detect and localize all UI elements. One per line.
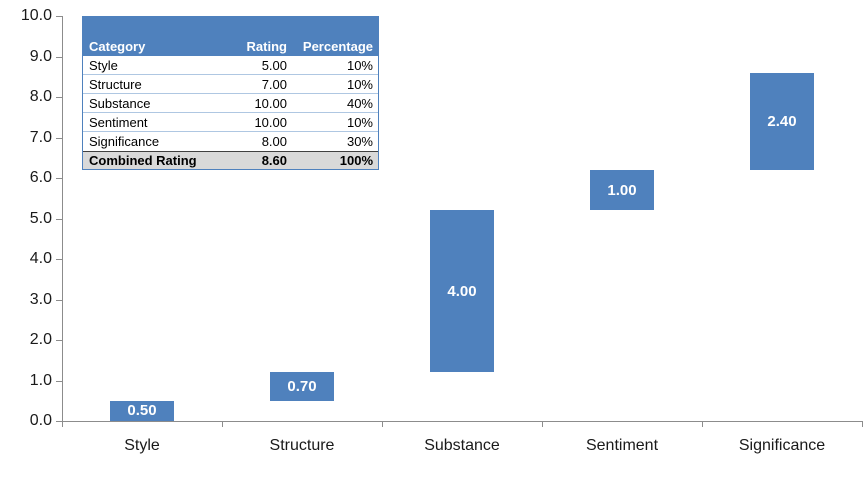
table-header-row-cell: Category <box>89 39 146 54</box>
y-tick-label: 10.0 <box>20 7 52 24</box>
category-label-sentiment: Sentiment <box>585 437 659 454</box>
y-tick-label: 4.0 <box>29 250 52 267</box>
table-row: Sentiment 10.00 10% <box>83 113 378 132</box>
x-tick-mark <box>702 422 703 427</box>
bar-significance: 2.40 <box>750 72 814 170</box>
y-tick-label: 3.0 <box>29 290 52 308</box>
category-label-style: Style <box>124 437 160 454</box>
x-axis-line <box>62 421 863 422</box>
y-tick-mark <box>56 259 62 260</box>
y-tick-label: 5.0 <box>29 209 52 227</box>
y-tick-mark <box>56 16 62 17</box>
table-row-cell: 10.00 <box>254 114 287 130</box>
y-tick-mark <box>56 340 62 341</box>
x-tick-mark <box>862 422 863 427</box>
table-row-cell: 10% <box>346 114 373 130</box>
table-row: Style 5.00 10% <box>83 56 378 75</box>
table-footer-row-cell: 8.60 <box>261 153 287 168</box>
y-tick-label: 1.0 <box>29 371 52 389</box>
table-row-cell: 5.00 <box>261 57 287 73</box>
y-tick-mark <box>56 178 62 179</box>
category-label-substance: Substance <box>424 437 500 454</box>
table-row-cell: Structure <box>89 76 142 92</box>
x-tick-mark <box>62 422 63 427</box>
bar-substance: 4.00 <box>430 210 494 373</box>
y-tick-label: 6.0 <box>29 169 52 186</box>
category-label-significance: Significance <box>738 437 826 454</box>
table-footer-row-cell: Combined Rating <box>89 153 197 168</box>
y-tick-mark <box>56 421 62 422</box>
bar-sentiment: 1.00 <box>590 169 654 211</box>
table-row-cell: 10% <box>346 57 373 73</box>
x-tick-mark <box>222 422 223 427</box>
table-row-cell: 8.00 <box>261 134 287 149</box>
y-tick-label: 9.0 <box>29 47 52 65</box>
table-row-cell: 10% <box>346 76 373 92</box>
table-row-cell: 10.00 <box>254 95 287 111</box>
table-row: Substance 10.00 40% <box>83 94 378 113</box>
rating-table: Category Rating Percentage Style 5.00 10% Stru… <box>82 16 379 170</box>
y-tick-label: 8.0 <box>29 88 52 105</box>
bar-value-label: 1.00 <box>607 181 637 199</box>
bar-style: 0.50 <box>110 400 174 421</box>
table-row: Significance 8.00 30% <box>83 132 378 151</box>
table-footer-row: Combined Rating 8.60 100% <box>83 151 378 169</box>
bar-value-label: 4.00 <box>447 282 477 300</box>
table-row-cell: Style <box>89 57 118 73</box>
y-tick-mark <box>56 380 62 382</box>
table-row: Structure 7.00 10% <box>83 75 378 94</box>
table-row-cell: Sentiment <box>89 114 148 130</box>
y-tick-mark <box>56 299 62 301</box>
bar-value-label: 2.40 <box>767 112 797 130</box>
table-row-cell: 7.00 <box>261 76 287 92</box>
x-tick-mark <box>542 422 543 427</box>
y-tick-label: 0.0 <box>29 412 52 429</box>
table-header-row-cell: Rating <box>246 39 287 54</box>
y-tick-mark <box>56 97 62 98</box>
y-tick-mark <box>56 218 62 220</box>
table-row-cell: Significance <box>89 134 160 149</box>
table-footer-row-cell: 100% <box>339 153 373 168</box>
table-header-row-cell: Percentage <box>302 39 373 54</box>
bar-value-label: 0.50 <box>127 402 157 420</box>
y-tick-label: 2.0 <box>29 331 52 348</box>
y-tick-mark <box>56 56 62 58</box>
x-tick-mark <box>382 422 383 427</box>
table-row-cell: 30% <box>346 134 373 149</box>
y-axis-line <box>62 16 63 422</box>
bar-structure: 0.70 <box>270 372 334 401</box>
table-header-row: Category Rating Percentage <box>83 17 378 56</box>
y-tick-mark <box>56 137 62 139</box>
bar-value-label: 0.70 <box>287 378 317 396</box>
table-row-cell: 40% <box>346 95 373 111</box>
table-row-cell: Substance <box>89 95 151 111</box>
y-tick-label: 7.0 <box>29 128 52 146</box>
category-label-structure: Structure <box>269 437 335 454</box>
